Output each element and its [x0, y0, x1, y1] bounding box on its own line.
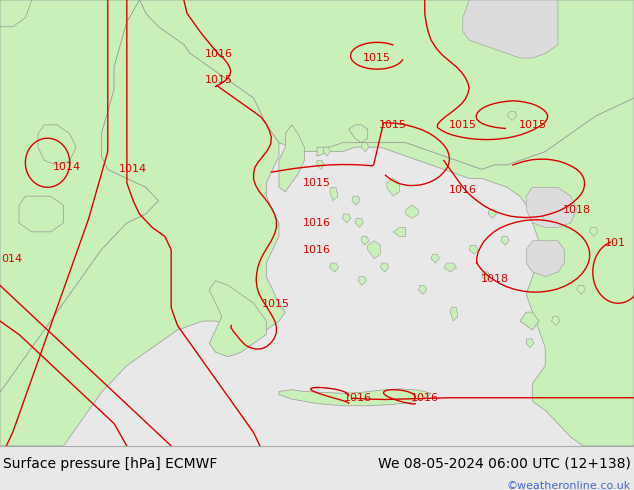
Text: Surface pressure [hPa] ECMWF: Surface pressure [hPa] ECMWF	[3, 457, 217, 470]
Polygon shape	[352, 196, 360, 205]
Polygon shape	[469, 245, 478, 254]
Polygon shape	[330, 187, 338, 201]
Polygon shape	[552, 317, 560, 325]
Text: 1015: 1015	[363, 53, 391, 63]
Text: 1016: 1016	[303, 218, 331, 228]
Text: 101: 101	[604, 238, 626, 248]
Text: We 08-05-2024 06:00 UTC (12+138): We 08-05-2024 06:00 UTC (12+138)	[378, 457, 631, 470]
Text: 1018: 1018	[481, 274, 508, 284]
Text: 1016: 1016	[449, 185, 477, 195]
Polygon shape	[577, 285, 585, 294]
Polygon shape	[450, 308, 458, 321]
Polygon shape	[526, 241, 564, 276]
Polygon shape	[361, 143, 369, 151]
Polygon shape	[139, 0, 634, 170]
Polygon shape	[330, 263, 339, 272]
Polygon shape	[355, 219, 363, 227]
Polygon shape	[323, 147, 330, 156]
Polygon shape	[380, 263, 389, 272]
Text: 1015: 1015	[519, 120, 547, 130]
Polygon shape	[431, 254, 439, 263]
Polygon shape	[361, 236, 369, 245]
Text: 1015: 1015	[379, 120, 407, 130]
Polygon shape	[488, 210, 496, 219]
Polygon shape	[209, 281, 266, 357]
Polygon shape	[507, 112, 517, 121]
Polygon shape	[444, 263, 456, 272]
Polygon shape	[317, 161, 324, 170]
Polygon shape	[279, 389, 431, 406]
Text: 1016: 1016	[205, 49, 233, 58]
Polygon shape	[520, 312, 539, 330]
Text: 1014: 1014	[119, 165, 147, 174]
Text: 1016: 1016	[303, 245, 331, 255]
Text: 1014: 1014	[53, 162, 81, 172]
Text: 1015: 1015	[449, 120, 477, 130]
Polygon shape	[0, 0, 285, 446]
Text: 014: 014	[1, 254, 22, 264]
Polygon shape	[0, 0, 158, 392]
Polygon shape	[418, 285, 427, 294]
Polygon shape	[342, 214, 351, 223]
Polygon shape	[501, 236, 509, 245]
Polygon shape	[19, 196, 63, 232]
Polygon shape	[526, 187, 577, 227]
Text: 1015: 1015	[205, 75, 233, 85]
Polygon shape	[393, 227, 406, 236]
Polygon shape	[317, 98, 634, 446]
Text: 1015: 1015	[262, 299, 290, 309]
Polygon shape	[526, 339, 534, 348]
Polygon shape	[482, 272, 490, 281]
Text: 1016: 1016	[411, 393, 439, 403]
Polygon shape	[590, 227, 598, 236]
Polygon shape	[463, 0, 558, 58]
Polygon shape	[0, 0, 32, 27]
Polygon shape	[358, 276, 366, 285]
Text: 1015: 1015	[303, 178, 331, 188]
Polygon shape	[406, 205, 418, 219]
Text: 1016: 1016	[344, 393, 372, 403]
Polygon shape	[279, 125, 304, 192]
Polygon shape	[368, 241, 380, 259]
Text: 1018: 1018	[563, 204, 591, 215]
Text: ©weatheronline.co.uk: ©weatheronline.co.uk	[507, 481, 631, 490]
Polygon shape	[387, 178, 399, 196]
Polygon shape	[349, 125, 368, 143]
Polygon shape	[38, 125, 76, 165]
